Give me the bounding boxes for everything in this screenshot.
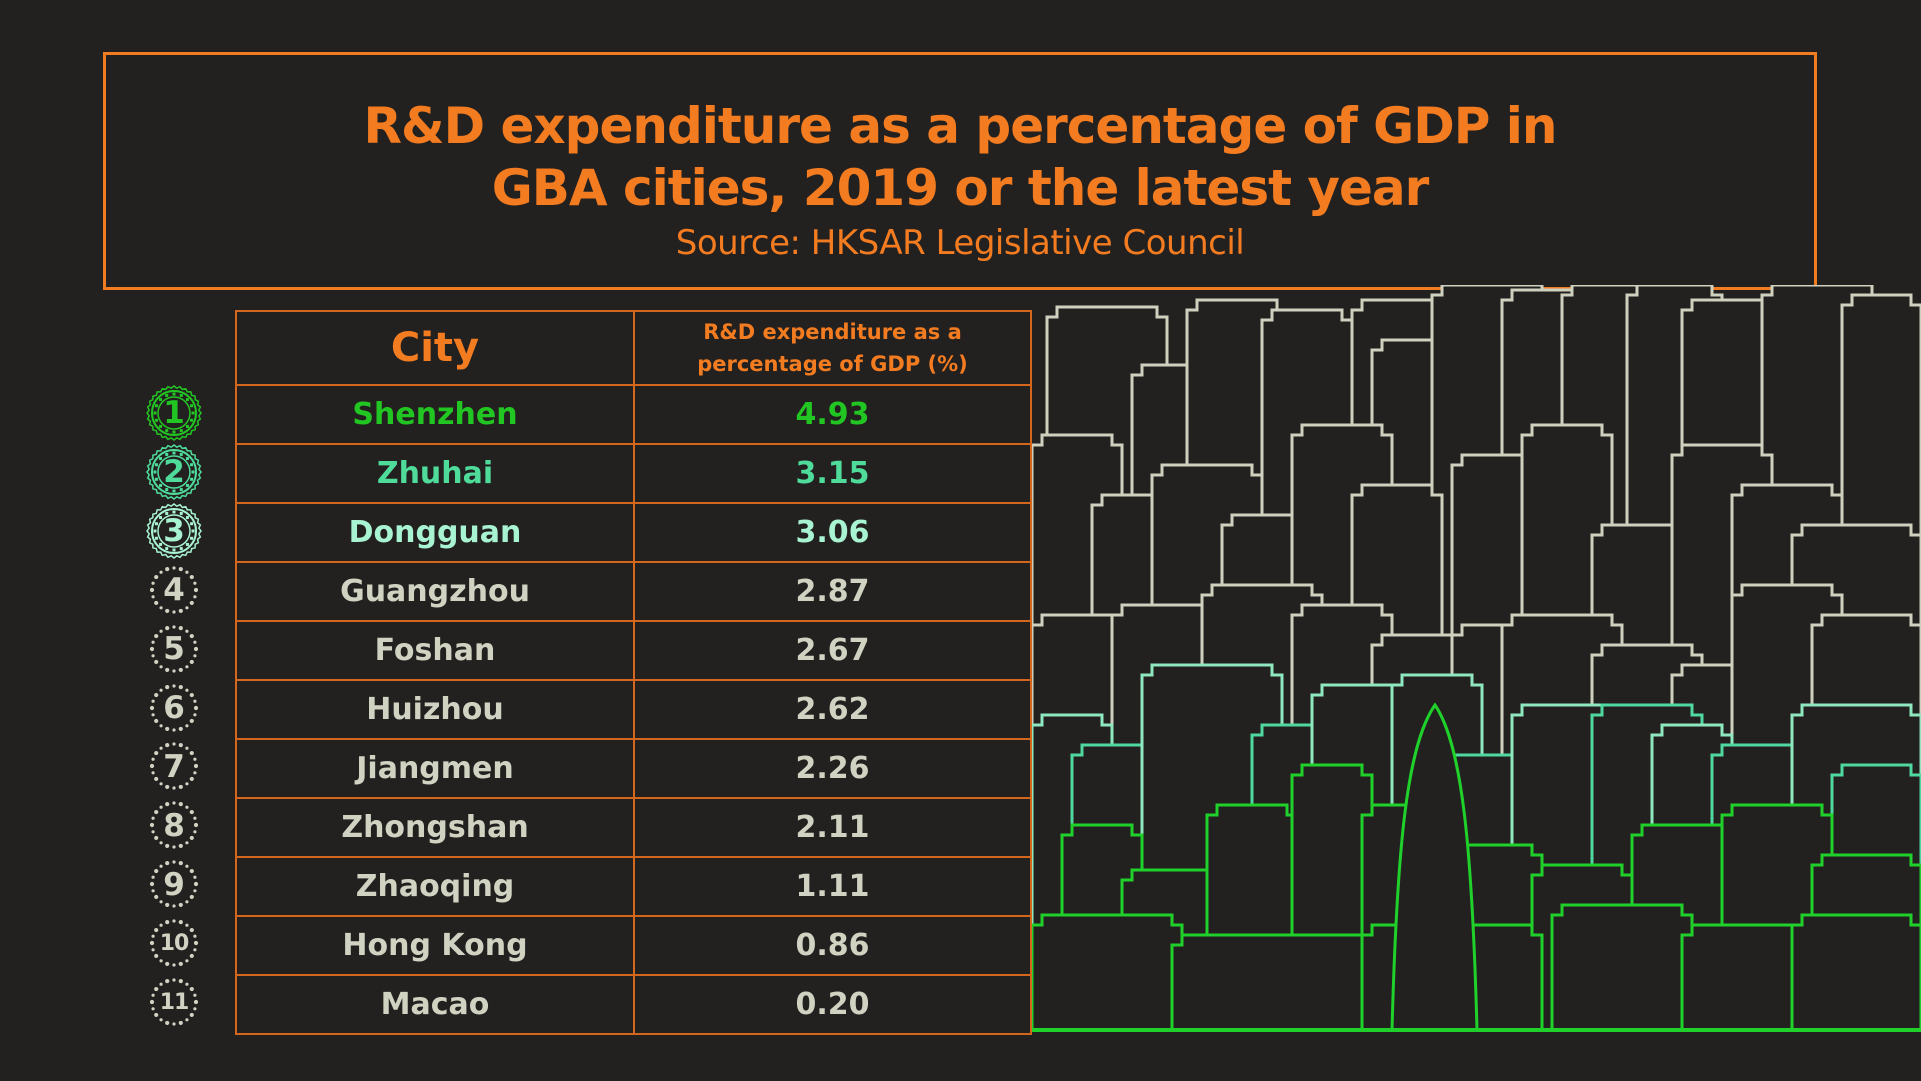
dotted-circle-icon [149, 624, 199, 673]
dotted-circle-icon [149, 801, 199, 849]
rank-badge: 1 [138, 384, 210, 443]
city-skyline-icon [1032, 285, 1921, 1032]
rank-badge: 10 [138, 914, 210, 973]
city-cell: Jiangmen [235, 738, 635, 799]
table-row: Foshan 2.67 [235, 620, 1032, 681]
building-outline-front [1680, 923, 1804, 1032]
value-cell: 3.06 [633, 502, 1032, 563]
title-box: R&D expenditure as a percentage of GDP i… [103, 52, 1817, 290]
city-cell: Dongguan [235, 502, 635, 563]
value-cell: 3.15 [633, 443, 1032, 504]
rank-number: 3 [163, 513, 185, 550]
header-value-line-1: R&D expenditure as a [703, 320, 962, 344]
dotted-circle-icon [149, 978, 199, 1026]
value-cell: 1.11 [633, 856, 1032, 917]
table-row: Dongguan 3.06 [235, 502, 1032, 563]
table-row: Macao 0.20 [235, 974, 1032, 1035]
city-cell: Zhongshan [235, 797, 635, 858]
rank-number: 8 [163, 807, 185, 844]
rank-badge: 3 [138, 502, 210, 561]
value-cell: 0.20 [633, 974, 1032, 1035]
rank-badge: 5 [138, 620, 210, 679]
header-value: R&D expenditure as a percentage of GDP (… [633, 310, 1032, 386]
city-cell: Shenzhen [235, 384, 635, 445]
table-row: Hong Kong 0.86 [235, 915, 1032, 976]
rank-badge: 9 [138, 855, 210, 914]
data-table: City R&D expenditure as a percentage of … [235, 310, 1032, 1035]
city-cell: Macao [235, 974, 635, 1035]
table-row: Zhongshan 2.11 [235, 797, 1032, 858]
rank-badge: 7 [138, 737, 210, 796]
rank-badge: 8 [138, 796, 210, 855]
table-row: Huizhou 2.62 [235, 679, 1032, 740]
value-cell: 2.26 [633, 738, 1032, 799]
tower-outline [1390, 702, 1479, 1032]
dotted-circle-icon [149, 919, 199, 967]
header-city: City [235, 310, 635, 386]
city-cell: Zhaoqing [235, 856, 635, 917]
rank-badge: 11 [138, 973, 210, 1032]
building-outline-front [1032, 913, 1184, 1032]
city-cell: Huizhou [235, 679, 635, 740]
value-cell: 0.86 [633, 915, 1032, 976]
source-note: Source: HKSAR Legislative Council [675, 223, 1245, 263]
rank-number: 9 [163, 866, 185, 903]
rank-number: 6 [163, 689, 185, 726]
dotted-circle-icon [149, 860, 199, 908]
table-row: Guangzhou 2.87 [235, 561, 1032, 622]
building-outline-front [1790, 913, 1921, 1032]
rank-badge: 2 [138, 443, 210, 502]
rosette-badge-icon [146, 443, 202, 500]
rank-number: 5 [163, 631, 185, 668]
header-value-line-2: percentage of GDP (%) [697, 352, 968, 376]
rank-number: 4 [163, 572, 185, 609]
title-line-2: GBA cities, 2019 or the latest year [491, 159, 1430, 217]
value-cell: 2.87 [633, 561, 1032, 622]
table-row: Zhaoqing 1.11 [235, 856, 1032, 917]
rank-number: 2 [163, 454, 185, 491]
dotted-circle-icon [149, 742, 199, 790]
rank-badge: 4 [138, 561, 210, 620]
value-cell: 2.67 [633, 620, 1032, 681]
table-header-row: City R&D expenditure as a percentage of … [235, 310, 1032, 386]
value-cell: 4.93 [633, 384, 1032, 445]
table-row: Jiangmen 2.26 [235, 738, 1032, 799]
rank-number: 10 [159, 931, 190, 957]
rosette-badge-icon [146, 502, 202, 559]
value-cell: 2.11 [633, 797, 1032, 858]
building-outline-front [1170, 933, 1374, 1032]
chart-title: R&D expenditure as a percentage of GDP i… [106, 95, 1814, 219]
dotted-circle-icon [149, 683, 199, 732]
city-cell: Hong Kong [235, 915, 635, 976]
title-line-1: R&D expenditure as a percentage of GDP i… [363, 97, 1557, 155]
city-cell: Zhuhai [235, 443, 635, 504]
rank-badge: 6 [138, 679, 210, 738]
city-cell: Foshan [235, 620, 635, 681]
rank-number: 1 [163, 395, 185, 432]
building-outline-front [1550, 903, 1694, 1032]
table-row: Shenzhen 4.93 [235, 384, 1032, 445]
value-cell: 2.62 [633, 679, 1032, 740]
table-row: Zhuhai 3.15 [235, 443, 1032, 504]
rank-number: 11 [159, 989, 190, 1015]
city-cell: Guangzhou [235, 561, 635, 622]
dotted-circle-icon [149, 566, 199, 614]
rosette-badge-icon [146, 385, 202, 441]
rank-number: 7 [163, 748, 185, 785]
